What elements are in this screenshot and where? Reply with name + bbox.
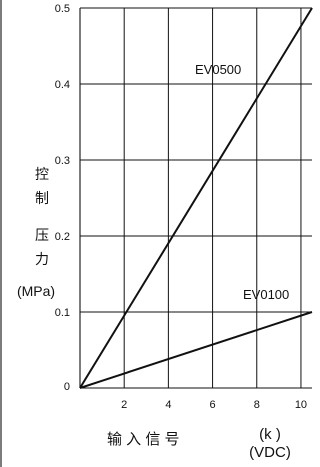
y-tick-label-2: 0.2 <box>55 231 70 243</box>
y-axis-label-char-3: 压 <box>35 227 49 243</box>
y-tick-labels: 0 0.1 0.2 0.3 0.4 0.5 <box>55 3 70 393</box>
x-tick-label-0: 2 <box>121 399 127 411</box>
y-tick-label-3: 0.3 <box>55 155 70 167</box>
y-axis-label-char-4: 力 <box>35 251 49 267</box>
series-line-ev0100 <box>79 311 313 389</box>
x-tick-label-4: 10 <box>295 399 307 411</box>
y-axis-label-unit: (MPa) <box>17 283 55 299</box>
x-axis-unit-top: (k ) <box>259 426 281 443</box>
x-axis-unit-bottom: (VDC) <box>249 444 291 461</box>
series-label-ev0500: EV0500 <box>195 62 241 77</box>
x-axis-label: 输 入 信 号 <box>107 431 180 448</box>
y-tick-label-0: 0 <box>64 381 70 393</box>
x-tick-label-1: 4 <box>165 399 171 411</box>
x-tick-labels: 2 4 6 8 10 <box>121 399 307 411</box>
y-axis-label-char-2: 制 <box>35 190 49 206</box>
y-tick-label-5: 0.5 <box>55 3 70 15</box>
grid <box>80 7 312 388</box>
series-line-ev0500 <box>79 7 313 389</box>
x-tick-label-3: 8 <box>254 399 260 411</box>
y-axis-label-char-1: 控 <box>35 166 49 182</box>
x-tick-label-2: 6 <box>210 399 216 411</box>
y-tick-label-4: 0.4 <box>55 79 70 91</box>
y-tick-label-1: 0.1 <box>55 307 70 319</box>
series-lines <box>79 7 313 389</box>
series-label-ev0100: EV0100 <box>243 287 289 302</box>
